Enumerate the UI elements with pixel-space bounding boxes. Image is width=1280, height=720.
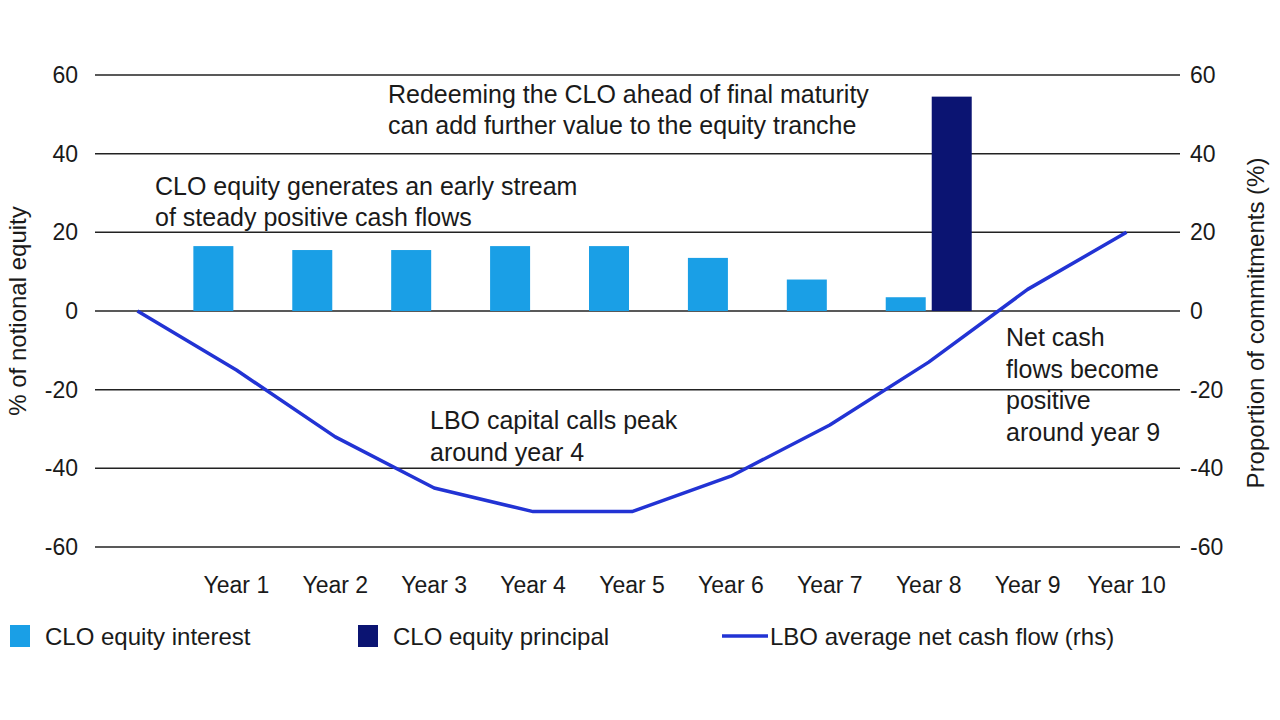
bar [886, 297, 926, 311]
line [137, 232, 1126, 511]
bar [292, 250, 332, 311]
y2-tick-label: 20 [1190, 219, 1216, 245]
y-tick-label: -60 [45, 534, 78, 560]
y2-axis-label: Proportion of commitments (%) [1242, 158, 1269, 489]
grid-line [95, 74, 1180, 76]
annotation-line: CLO equity generates an early stream [155, 172, 577, 200]
legend-swatch [358, 625, 378, 647]
annotation-line: can add further value to the equity tran… [388, 111, 856, 139]
y-tick-label: 60 [52, 62, 78, 88]
grid-line [95, 310, 1180, 312]
grid-line [95, 468, 1180, 470]
x-tick-label: Year 7 [797, 572, 863, 598]
y2-tick-label: -40 [1190, 455, 1223, 481]
bar [490, 246, 530, 311]
annotation: CLO equity generates an early stream of s… [155, 172, 577, 231]
legend-swatch [722, 634, 768, 638]
y-tick-label: 0 [65, 298, 78, 324]
y2-tick-label: 40 [1190, 141, 1216, 167]
grid-line [95, 232, 1180, 234]
x-tick-label: Year 2 [302, 572, 368, 598]
y-tick-label: -20 [45, 377, 78, 403]
legend-label: CLO equity principal [393, 623, 609, 650]
annotation: LBO capital calls peak around year 4 [430, 406, 678, 466]
bar [193, 246, 233, 311]
annotation-line: flows become [1006, 355, 1159, 383]
annotation-line: around year 4 [430, 438, 584, 466]
legend-label: LBO average net cash flow (rhs) [770, 623, 1114, 650]
annotation-line: of steady positive cash flows [155, 203, 472, 231]
grid-line [95, 546, 1180, 548]
legend-swatch [10, 625, 30, 647]
x-tick-label: Year 3 [401, 572, 467, 598]
annotation: Net cash flows become positive around year … [1006, 323, 1160, 446]
y-tick-label: 40 [52, 141, 78, 167]
x-tick-label: Year 8 [896, 572, 962, 598]
bar [932, 97, 972, 311]
data [137, 97, 1126, 512]
grid [95, 75, 1180, 547]
bar [787, 280, 827, 311]
x-tick-label: Year 5 [599, 572, 665, 598]
x-tick-label: Year 1 [204, 572, 270, 598]
annotation-line: around year 9 [1006, 418, 1160, 446]
x-tick-label: Year 9 [995, 572, 1061, 598]
y-tick-label: -40 [45, 455, 78, 481]
y2-tick-label: 60 [1190, 62, 1216, 88]
bar [391, 250, 431, 311]
bar [589, 246, 629, 311]
y2-tick-label: 0 [1190, 298, 1203, 324]
y2-tick-label: -60 [1190, 534, 1223, 560]
y-axis-label: % of notional equity [4, 206, 31, 415]
annotation-line: positive [1006, 386, 1091, 414]
y2-tick-label: -20 [1190, 377, 1223, 403]
x-tick-label: Year 10 [1087, 572, 1165, 598]
x-tick-label: Year 4 [500, 572, 566, 598]
legend-label: CLO equity interest [45, 623, 251, 650]
x-tick-label: Year 6 [698, 572, 764, 598]
y-tick-label: 20 [52, 219, 78, 245]
annotation-line: LBO capital calls peak [430, 406, 678, 434]
chart: -60 -40 -20 0 20 40 60 -60 -40 -20 0 20 40 60 % of not… [0, 0, 1280, 720]
bar [688, 258, 728, 311]
annotation-line: Redeeming the CLO ahead of final maturit… [388, 80, 869, 108]
grid-line [95, 153, 1180, 155]
annotation-line: Net cash [1006, 323, 1105, 351]
annotation: Redeeming the CLO ahead of final maturit… [388, 80, 869, 139]
